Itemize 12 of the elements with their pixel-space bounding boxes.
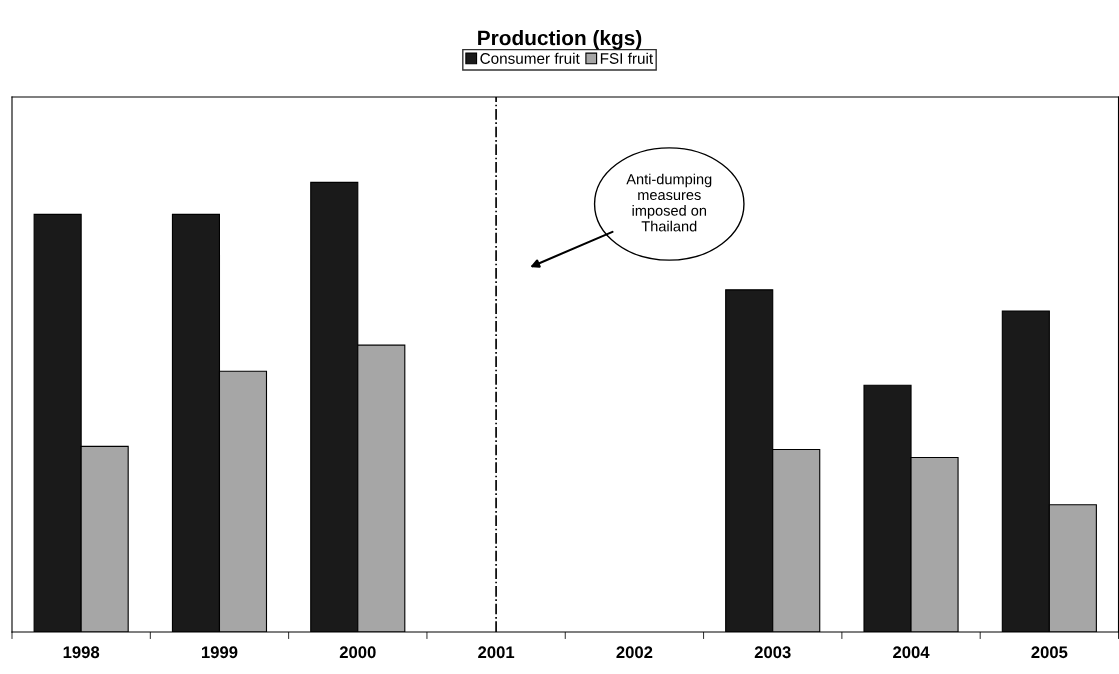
x-tick-label: 2000: [339, 646, 376, 659]
x-tick-label: 2002: [616, 646, 653, 659]
x-tick-label: 2005: [1031, 646, 1068, 659]
x-tick-label: 1999: [201, 646, 238, 659]
legend-label: Consumer fruit: [480, 52, 580, 64]
x-tick-label: 2001: [478, 646, 515, 659]
x-tick-label: 2003: [754, 646, 791, 659]
chart-title: Production (kgs): [478, 30, 642, 50]
annotation: Anti-dumping measures imposed on Thailand: [626, 173, 712, 232]
x-tick-label: 1998: [63, 646, 100, 659]
legend-label: FSI fruit: [600, 52, 654, 64]
x-tick-label: 2004: [893, 646, 930, 659]
